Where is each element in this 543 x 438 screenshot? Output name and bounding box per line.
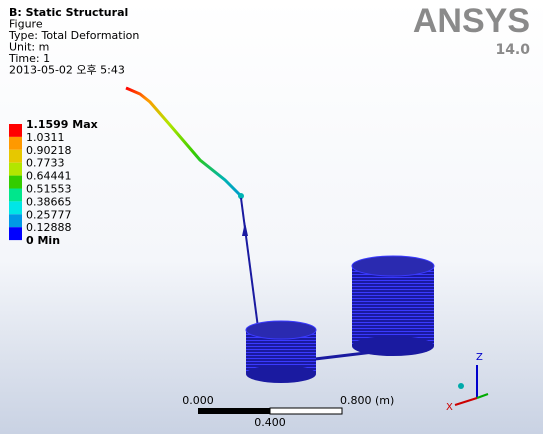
legend-label: 0.90218: [26, 144, 72, 157]
legend-swatch: [9, 214, 22, 227]
scale-right: 0.800 (m): [340, 394, 394, 407]
legend-swatch: [9, 201, 22, 214]
scale-middle: 0.400: [254, 416, 286, 429]
legend-label: 0.51553: [26, 183, 72, 196]
legend-swatch: [9, 137, 22, 150]
legend-swatch: [9, 124, 22, 137]
header-line: 2013-05-02 오후 5:43: [9, 64, 125, 77]
logo: ANSYS: [413, 2, 530, 40]
legend-label: 0.12888: [26, 221, 72, 234]
legend-swatch: [9, 227, 22, 240]
legend-swatch: [9, 163, 22, 176]
legend-label: 0.25777: [26, 208, 72, 221]
legend-swatch: [9, 189, 22, 202]
legend-label: 0.64441: [26, 170, 72, 183]
legend-label: 0.7733: [26, 157, 65, 170]
legend-label: 0 Min: [26, 234, 60, 247]
triad-x: X: [446, 402, 453, 413]
scale-left: 0.000: [182, 394, 214, 407]
legend-label: 1.1599 Max: [26, 118, 98, 131]
legend-swatch: [9, 176, 22, 189]
legend-label: 1.0311: [26, 131, 65, 144]
version: 14.0: [495, 42, 530, 58]
legend-label: 0.38665: [26, 195, 72, 208]
legend-swatch: [9, 150, 22, 163]
triad-z: Z: [476, 352, 483, 363]
viewport: B: Static StructuralFigureType: Total De…: [0, 0, 543, 434]
